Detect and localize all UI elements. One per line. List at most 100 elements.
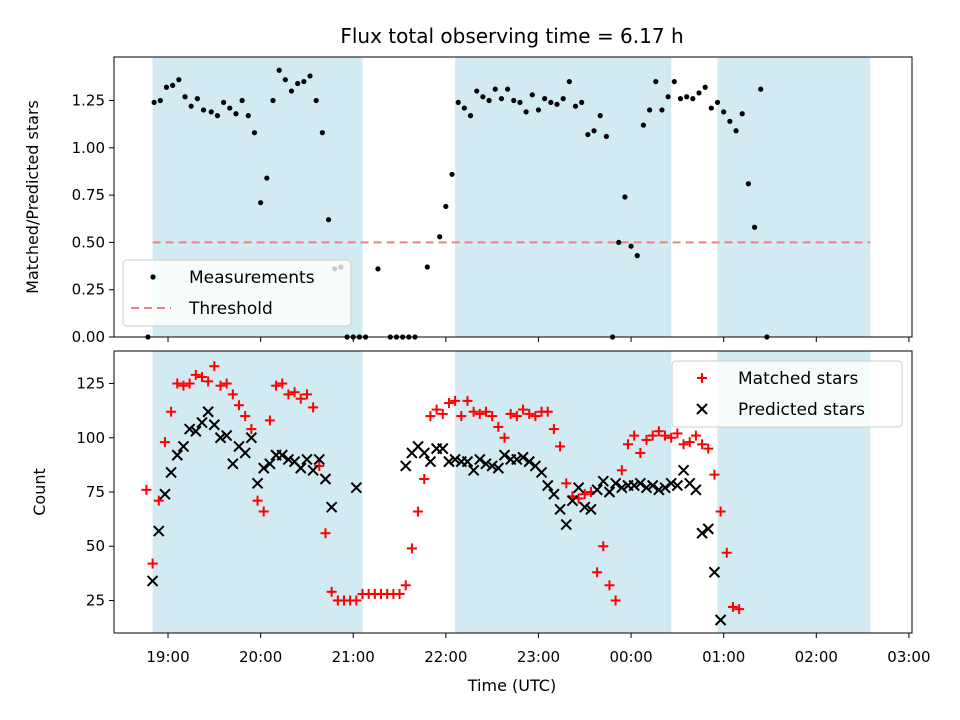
- x-marker-b: [245, 432, 258, 444]
- matched-star-point: [351, 595, 362, 606]
- measurement-point: [264, 175, 270, 181]
- x-marker-b: [208, 419, 221, 431]
- matched-star-point: [703, 443, 714, 454]
- predicted-star-point: [542, 479, 554, 492]
- matched-star-point: [555, 441, 566, 452]
- predicted-star-point: [628, 479, 640, 492]
- x-marker-b: [708, 566, 721, 578]
- measurement-point: [714, 99, 721, 106]
- bottom-panel: 25 50 75 100 125 19:00 20:00 21:00 22:00 23:00 00:…: [76, 350, 931, 666]
- matched-star-point: [579, 489, 590, 500]
- predicted-star-point: [702, 523, 714, 535]
- measurement-point: [245, 113, 251, 119]
- x-marker-b: [616, 481, 628, 494]
- matched-star-point: [715, 506, 726, 517]
- predicted-star-point: [325, 501, 338, 513]
- matched-star-point: [227, 389, 238, 400]
- plot-frame: [113, 56, 913, 338]
- x-marker-b: [307, 464, 319, 477]
- x-marker-b: [671, 479, 684, 492]
- x-marker-b: [634, 477, 647, 490]
- x-marker-b: [690, 484, 702, 496]
- matched-star-point: [264, 415, 275, 426]
- measurement-point: [486, 97, 492, 104]
- x-marker-b: [400, 460, 412, 472]
- matched-star-point: [474, 408, 485, 419]
- predicted-star-point: [190, 425, 202, 437]
- measurement-point: [182, 94, 188, 100]
- matched-star-point: [184, 378, 195, 389]
- matched-star-point: [431, 404, 442, 415]
- x-marker-b: [560, 518, 572, 531]
- measurement-point: [665, 94, 671, 100]
- measurement-point: [375, 266, 381, 272]
- measurement-point: [200, 107, 207, 113]
- x-marker-b: [350, 481, 363, 494]
- measurement-point: [176, 77, 182, 83]
- matched-star-point: [240, 411, 251, 422]
- x-marker-b: [288, 455, 301, 468]
- matched-star-point: [283, 389, 294, 400]
- x-marker-b: [214, 432, 227, 444]
- x-tick-label: 03:00: [887, 648, 930, 666]
- measurement-point: [758, 86, 764, 92]
- measurement-point: [233, 111, 239, 117]
- measurement-point: [449, 171, 455, 177]
- x-marker-b: [640, 481, 653, 494]
- matched-star-point: [196, 372, 207, 383]
- predicted-star-point: [480, 458, 492, 470]
- matched-star-point: [190, 369, 201, 380]
- measurement-point: [214, 113, 221, 119]
- matched-star-point: [561, 478, 572, 489]
- matched-star-point: [456, 411, 467, 422]
- x-axis-label: Time (UTC): [467, 676, 556, 695]
- matched-star-point: [271, 380, 282, 391]
- predicted-star-point: [400, 460, 412, 472]
- predicted-star-point: [634, 477, 647, 490]
- measurement-point: [270, 97, 276, 104]
- measurement-point: [579, 99, 585, 106]
- measurement-point: [325, 217, 332, 223]
- predicted-star-point: [548, 488, 560, 500]
- measurement-point: [659, 107, 665, 113]
- predicted-star-point: [591, 484, 603, 496]
- x-marker-b: [159, 488, 171, 500]
- x-marker-b: [609, 477, 622, 490]
- measurement-point: [163, 84, 170, 90]
- matched-star-point: [653, 426, 664, 437]
- matched-star-point: [721, 547, 732, 558]
- measurement-point: [634, 253, 640, 259]
- chart-title: Flux total observing time = 6.17 h: [340, 24, 683, 48]
- x-marker-b: [443, 455, 455, 468]
- measurement-point: [504, 86, 511, 92]
- matched-star-point: [678, 439, 689, 450]
- legend-box: [122, 259, 352, 327]
- x-marker-b: [251, 477, 264, 490]
- measurement-point: [319, 130, 325, 136]
- x-marker-b: [591, 484, 603, 496]
- predicted-star-point: [171, 449, 183, 461]
- x-marker-b: [474, 453, 486, 466]
- measurement-point: [566, 78, 572, 85]
- measurement-point: [572, 103, 579, 109]
- measurement-point: [461, 105, 467, 111]
- predicted-star-point: [511, 453, 523, 466]
- matched-star-point: [598, 541, 609, 552]
- matched-star-point: [443, 398, 454, 409]
- predicted-star-point: [220, 429, 233, 442]
- x-marker-b: [239, 447, 251, 459]
- x-marker-b: [566, 494, 579, 507]
- measurement-point: [696, 90, 702, 96]
- x-marker-b: [165, 466, 177, 479]
- x-marker-b: [653, 484, 665, 496]
- measurement-point: [276, 67, 282, 73]
- y-tick-label: 25: [86, 591, 105, 609]
- x-marker-b: [548, 488, 560, 500]
- predicted-star-point: [523, 455, 535, 468]
- x-tick-label: 01:00: [702, 648, 745, 666]
- observing-window: [455, 351, 672, 633]
- predicted-star-point: [585, 503, 597, 516]
- measurement-point: [498, 96, 505, 102]
- measurement-point: [474, 88, 480, 94]
- x-marker-b: [542, 479, 554, 492]
